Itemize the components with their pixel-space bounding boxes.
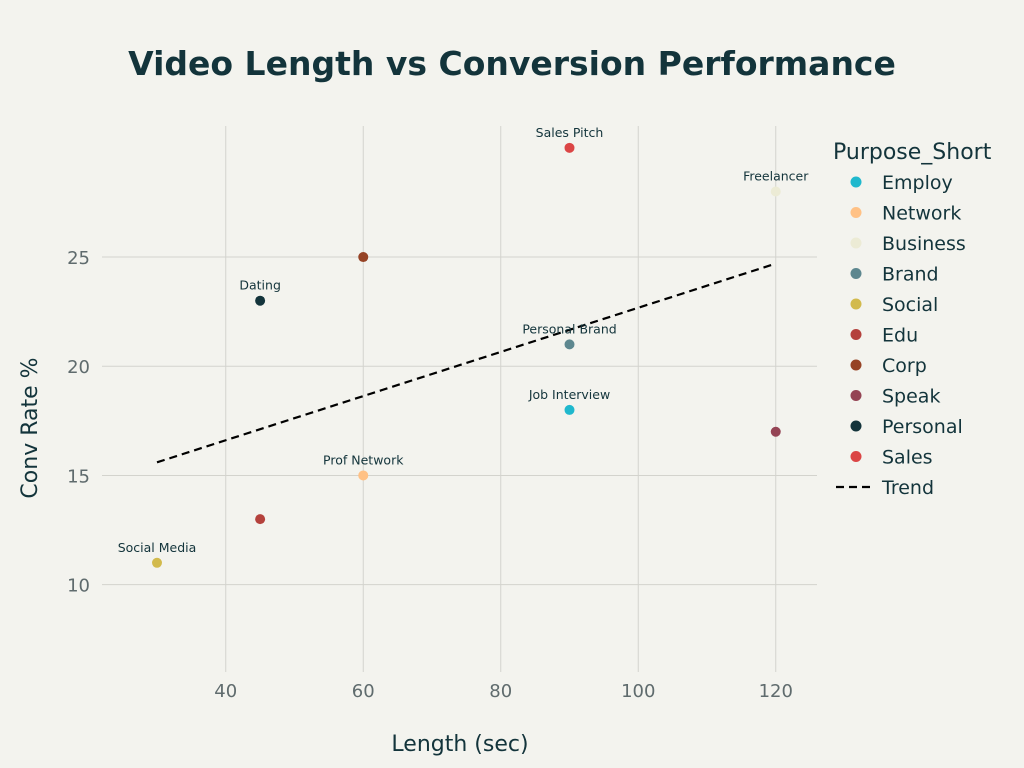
legend-marker-network [850, 207, 862, 218]
data-point-social[interactable] [152, 557, 162, 568]
legend-label[interactable]: Brand [882, 264, 939, 286]
y-axis-title: Conv Rate % [18, 357, 43, 498]
point-annotation: Social Media [118, 540, 197, 555]
legend-label[interactable]: Speak [882, 386, 940, 408]
legend-marker-edu [850, 329, 862, 340]
legend: Purpose_Short Employ Network Business Brand… [833, 140, 992, 499]
y-tick-labels: 10 15 20 25 [67, 248, 90, 597]
data-point-edu[interactable] [255, 514, 266, 525]
legend-marker-employ [850, 176, 862, 188]
data-point-employ[interactable] [564, 404, 575, 415]
point-annotation: Prof Network [323, 452, 404, 467]
x-tick-label: 40 [214, 681, 237, 702]
data-point-network[interactable] [358, 470, 369, 481]
legend-label[interactable]: Sales [882, 447, 933, 469]
data-point-personal[interactable] [255, 295, 266, 306]
legend-title: Purpose_Short [833, 140, 992, 165]
legend-marker-personal [850, 420, 862, 432]
y-tick-label: 25 [67, 248, 90, 269]
x-tick-label: 100 [621, 681, 655, 702]
data-point-sales[interactable] [564, 142, 575, 153]
legend-label[interactable]: Employ [882, 172, 953, 194]
legend-label[interactable]: Edu [882, 325, 918, 347]
x-tick-labels: 40 60 80 100 120 [214, 681, 793, 702]
point-annotation: Sales Pitch [536, 125, 604, 140]
legend-marker-sales [850, 451, 862, 462]
legend-label[interactable]: Network [882, 203, 961, 225]
data-point-speak[interactable] [770, 426, 781, 437]
annotations: Job Interview Prof Network Freelancer Perso… [118, 125, 810, 555]
trend-line [156, 262, 777, 464]
point-annotation: Job Interview [528, 387, 610, 402]
x-tick-label: 120 [759, 681, 793, 702]
data-point-corp[interactable] [358, 252, 369, 263]
legend-label[interactable]: Business [882, 233, 966, 255]
legend-label[interactable]: Social [882, 294, 938, 316]
x-tick-label: 80 [489, 681, 512, 702]
grid-lines [102, 126, 817, 672]
legend-label[interactable]: Corp [882, 355, 927, 377]
legend-marker-brand [850, 268, 862, 279]
x-tick-label: 60 [352, 681, 375, 702]
chart-title: Video Length vs Conversion Performance [128, 44, 896, 83]
legend-marker-social [850, 298, 862, 310]
point-annotation: Freelancer [743, 169, 809, 184]
legend-label[interactable]: Trend [881, 477, 934, 499]
legend-marker-speak [850, 390, 862, 401]
data-point-brand[interactable] [564, 339, 575, 350]
x-axis-title: Length (sec) [391, 732, 528, 757]
legend-marker-business [850, 237, 862, 249]
trend-layer [156, 262, 777, 464]
legend-label[interactable]: Personal [882, 416, 963, 438]
y-tick-label: 15 [67, 466, 90, 487]
data-point-business[interactable] [770, 186, 781, 197]
point-annotation: Personal Brand [522, 321, 616, 336]
data-points [152, 142, 781, 568]
y-tick-label: 20 [67, 357, 90, 378]
legend-marker-corp [850, 359, 862, 371]
y-tick-label: 10 [67, 576, 90, 597]
point-annotation: Dating [239, 278, 281, 293]
